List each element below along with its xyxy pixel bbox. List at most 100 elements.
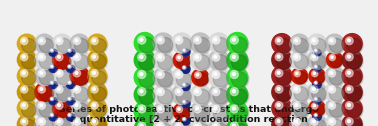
Circle shape — [73, 54, 81, 61]
Circle shape — [345, 53, 353, 61]
Circle shape — [136, 103, 156, 123]
Circle shape — [140, 90, 143, 93]
Circle shape — [38, 37, 45, 45]
Circle shape — [212, 122, 220, 126]
Circle shape — [194, 122, 201, 126]
Circle shape — [91, 102, 98, 109]
Circle shape — [19, 84, 37, 103]
Circle shape — [51, 82, 53, 83]
Circle shape — [138, 36, 146, 44]
Circle shape — [75, 71, 78, 74]
Circle shape — [345, 102, 353, 109]
Circle shape — [230, 122, 238, 126]
Circle shape — [155, 87, 174, 106]
Circle shape — [51, 49, 57, 56]
Circle shape — [66, 63, 75, 72]
Circle shape — [68, 65, 71, 68]
Circle shape — [156, 122, 164, 126]
Circle shape — [293, 102, 301, 109]
Circle shape — [17, 99, 36, 118]
Circle shape — [172, 119, 192, 126]
Circle shape — [70, 50, 89, 69]
Circle shape — [57, 39, 60, 42]
Circle shape — [177, 73, 180, 76]
Circle shape — [311, 118, 318, 125]
Circle shape — [49, 112, 58, 121]
Circle shape — [183, 84, 185, 85]
Circle shape — [347, 119, 362, 126]
Circle shape — [155, 121, 174, 126]
Circle shape — [183, 50, 185, 51]
Circle shape — [315, 50, 316, 51]
Circle shape — [314, 97, 318, 101]
Circle shape — [156, 71, 164, 78]
Circle shape — [314, 98, 321, 104]
Circle shape — [232, 38, 235, 41]
Circle shape — [40, 88, 43, 90]
Circle shape — [296, 72, 298, 75]
Circle shape — [57, 103, 71, 117]
Circle shape — [328, 86, 336, 93]
Circle shape — [49, 79, 58, 89]
Circle shape — [211, 87, 230, 106]
Circle shape — [72, 117, 90, 126]
Circle shape — [209, 33, 229, 53]
Circle shape — [90, 52, 108, 70]
Circle shape — [155, 35, 174, 54]
Circle shape — [190, 85, 210, 105]
Circle shape — [54, 52, 73, 70]
Circle shape — [277, 39, 280, 42]
Circle shape — [327, 117, 345, 126]
Circle shape — [192, 121, 211, 126]
Circle shape — [50, 81, 54, 84]
Circle shape — [20, 86, 28, 93]
Circle shape — [328, 102, 336, 109]
Circle shape — [68, 65, 75, 72]
Circle shape — [313, 104, 325, 116]
Circle shape — [88, 34, 107, 53]
Circle shape — [292, 117, 310, 126]
Circle shape — [214, 73, 217, 76]
Circle shape — [276, 87, 291, 102]
Circle shape — [344, 52, 363, 71]
Circle shape — [211, 52, 230, 71]
Circle shape — [328, 37, 336, 45]
Circle shape — [181, 64, 190, 73]
Circle shape — [194, 71, 209, 87]
Circle shape — [38, 54, 45, 61]
Circle shape — [196, 73, 199, 76]
Circle shape — [22, 55, 36, 69]
Circle shape — [229, 69, 249, 89]
Circle shape — [344, 84, 363, 103]
Circle shape — [276, 54, 291, 69]
Circle shape — [275, 69, 283, 77]
Circle shape — [347, 38, 362, 53]
Circle shape — [314, 64, 322, 73]
Circle shape — [20, 54, 28, 61]
Circle shape — [313, 64, 321, 72]
Circle shape — [344, 116, 363, 126]
Circle shape — [290, 83, 309, 102]
Circle shape — [174, 35, 193, 54]
Circle shape — [314, 114, 321, 120]
Circle shape — [57, 38, 71, 53]
Circle shape — [342, 98, 362, 118]
Circle shape — [139, 123, 155, 126]
Circle shape — [74, 87, 88, 101]
Circle shape — [91, 86, 98, 93]
Circle shape — [232, 124, 235, 126]
Circle shape — [22, 120, 25, 123]
Circle shape — [182, 65, 191, 74]
Circle shape — [50, 113, 54, 117]
Circle shape — [90, 36, 108, 54]
Circle shape — [342, 34, 362, 54]
Circle shape — [50, 97, 58, 105]
Circle shape — [291, 68, 307, 84]
Circle shape — [50, 65, 54, 68]
Circle shape — [314, 114, 318, 117]
Circle shape — [327, 36, 345, 54]
Circle shape — [209, 119, 229, 126]
Circle shape — [75, 88, 78, 90]
Circle shape — [140, 38, 143, 41]
Circle shape — [292, 101, 310, 119]
